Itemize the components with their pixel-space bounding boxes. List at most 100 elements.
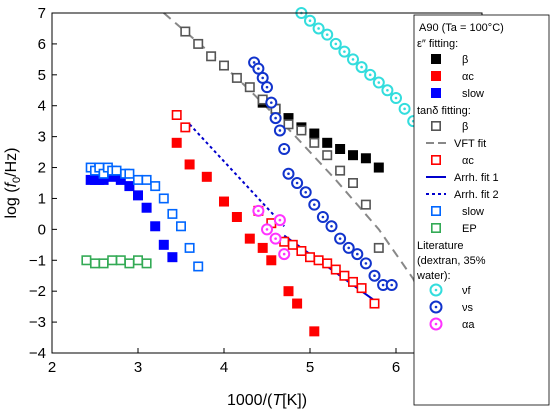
legend-title: A90 (Ta = 100°C): [419, 22, 504, 34]
data-points: [81, 7, 454, 337]
point-s-low-frequency-branch-5: [325, 220, 338, 233]
y-title-rest: /Hz): [3, 147, 20, 176]
point-s-low-frequency-branch-8-dot: [356, 252, 359, 256]
point-c-tan-fitting-12: [347, 276, 358, 287]
point-c-tan-fitting-1: [180, 122, 191, 133]
point-f-1-dot: [308, 19, 312, 23]
legend-entry-0-slow: slow: [462, 88, 484, 100]
point-s-low-frequency-branch-10-dot: [373, 274, 376, 278]
point-f-4: [329, 37, 342, 50]
point-f-3-dot: [325, 33, 329, 36]
point-fitting-6: [335, 144, 346, 154]
point-f-2-dot: [317, 27, 320, 30]
y-title-sub: 0: [11, 177, 23, 183]
point-c-tan-fitting-10: [330, 264, 341, 275]
point-tan-fitting-2: [206, 51, 217, 62]
legend-entry-2-s: νs: [462, 302, 474, 314]
legend-entry-1-arrh-fit-2: Arrh. fit 2: [454, 189, 499, 201]
point-ep-tan-fitting-5: [124, 258, 135, 269]
point-c-fitting-9: [292, 298, 303, 309]
point-c-tan-fitting-7: [304, 252, 315, 263]
x-tick-label-2: 2: [48, 359, 56, 376]
point-c-tan-fitting-9: [322, 258, 333, 269]
point-f-4-dot: [334, 42, 338, 46]
point-c-fitting-3: [219, 196, 229, 207]
point-s-low-frequency-branch-5-dot: [330, 224, 333, 228]
legend-marker-2-a: [429, 317, 443, 331]
legend-marker-2-s: [429, 300, 443, 314]
point-s-high-frequency-branch-4-dot: [270, 101, 273, 104]
point-f-8-dot: [368, 73, 372, 77]
point-a-4-dot: [257, 209, 260, 213]
point-ep-tan-fitting-4: [115, 255, 126, 266]
point-ep-tan-fitting-0: [81, 255, 92, 266]
point-c-tan-fitting-14: [369, 298, 380, 309]
point-s-low-frequency-branch-10: [368, 269, 381, 282]
point-c-fitting-10: [309, 326, 320, 337]
y-tick-label-1: 1: [38, 190, 46, 207]
legend-marker-0-c: [431, 71, 441, 81]
point-ep-tan-fitting-2: [98, 258, 109, 269]
point-f-2: [312, 22, 325, 35]
point-f-6: [347, 53, 359, 66]
point-fitting-5: [322, 137, 333, 148]
legend-entry-1-arrh-fit-1: Arrh. fit 1: [454, 172, 499, 184]
point-c-fitting-2: [201, 171, 212, 182]
point-tan-fitting-4: [231, 72, 242, 83]
y-title-f: f: [3, 181, 20, 187]
point-slow-tan-fitting-13: [167, 208, 178, 219]
legend-marker-1-ep: [430, 223, 441, 234]
point-s-high-frequency-branch-3: [261, 81, 273, 94]
point-s-high-frequency-branch-7: [278, 143, 291, 155]
legend-marker-0-slow: [431, 88, 441, 98]
point-fitting-8: [360, 153, 371, 164]
point-f-7-dot: [360, 65, 363, 69]
point-s-low-frequency-branch-2: [299, 186, 312, 199]
y-tick-label-7: 7: [38, 5, 46, 22]
legend-heading-2-1: (dextran, 35%: [417, 255, 486, 267]
point-slow-fitting-7: [133, 190, 143, 201]
legend-marker-1-c: [430, 155, 441, 166]
point-a-0: [261, 223, 273, 236]
point-f-12-dot: [403, 107, 406, 111]
point-slow-tan-fitting-12: [158, 193, 169, 204]
point-ep-tan-fitting-6: [133, 255, 144, 266]
point-a-3: [273, 214, 286, 227]
y-tick-label-6: 6: [38, 36, 46, 53]
point-c-fitting-0: [171, 137, 182, 148]
point-s-high-frequency-branch-6-dot: [278, 129, 282, 132]
point-slow-tan-fitting-16: [193, 261, 204, 272]
point-slow-fitting-4: [107, 171, 118, 182]
point-c-fitting-4: [231, 212, 242, 222]
x-title-rest: [K]): [282, 392, 307, 409]
point-f-12: [398, 102, 411, 115]
y-tick-label-3: 3: [38, 129, 46, 146]
x-title-T: T: [272, 392, 283, 409]
legend-marker-0-: [431, 54, 441, 64]
point-s-high-frequency-branch-2: [256, 71, 269, 84]
legend-marker-1-slow: [430, 206, 441, 217]
point-s-low-frequency-branch-7-dot: [347, 246, 351, 250]
point-s-high-frequency-branch-2-dot: [261, 76, 265, 80]
point-s-low-frequency-branch-4: [316, 211, 329, 223]
point-fitting-2: [283, 113, 294, 124]
point-slow-tan-fitting-9: [133, 174, 144, 185]
point-s-low-frequency-branch-7: [342, 241, 355, 254]
point-c-tan-fitting-6: [296, 246, 307, 257]
y-tick-label--4: −4: [29, 345, 46, 362]
point-slow-fitting-11: [167, 252, 178, 263]
x-tick-label-5: 5: [306, 359, 314, 376]
point-tan-fitting-0: [180, 26, 191, 37]
y-tick-label--1: −1: [29, 252, 46, 269]
y-tick-label--2: −2: [29, 283, 46, 300]
legend-entry-1-vft-fit: VFT fit: [454, 138, 486, 150]
point-c-fitting-7: [266, 255, 277, 266]
point-s-low-frequency-branch-2-dot: [304, 190, 308, 194]
legend-marker-1-: [430, 121, 441, 132]
point-f-9-dot: [377, 81, 381, 84]
point-slow-fitting-6: [124, 181, 135, 192]
legend-heading-1: tanδ fitting:: [417, 105, 471, 117]
point-s-high-frequency-branch-4: [265, 96, 278, 109]
point-c-fitting-1: [184, 159, 195, 170]
legend-marker-2-f: [429, 283, 443, 297]
